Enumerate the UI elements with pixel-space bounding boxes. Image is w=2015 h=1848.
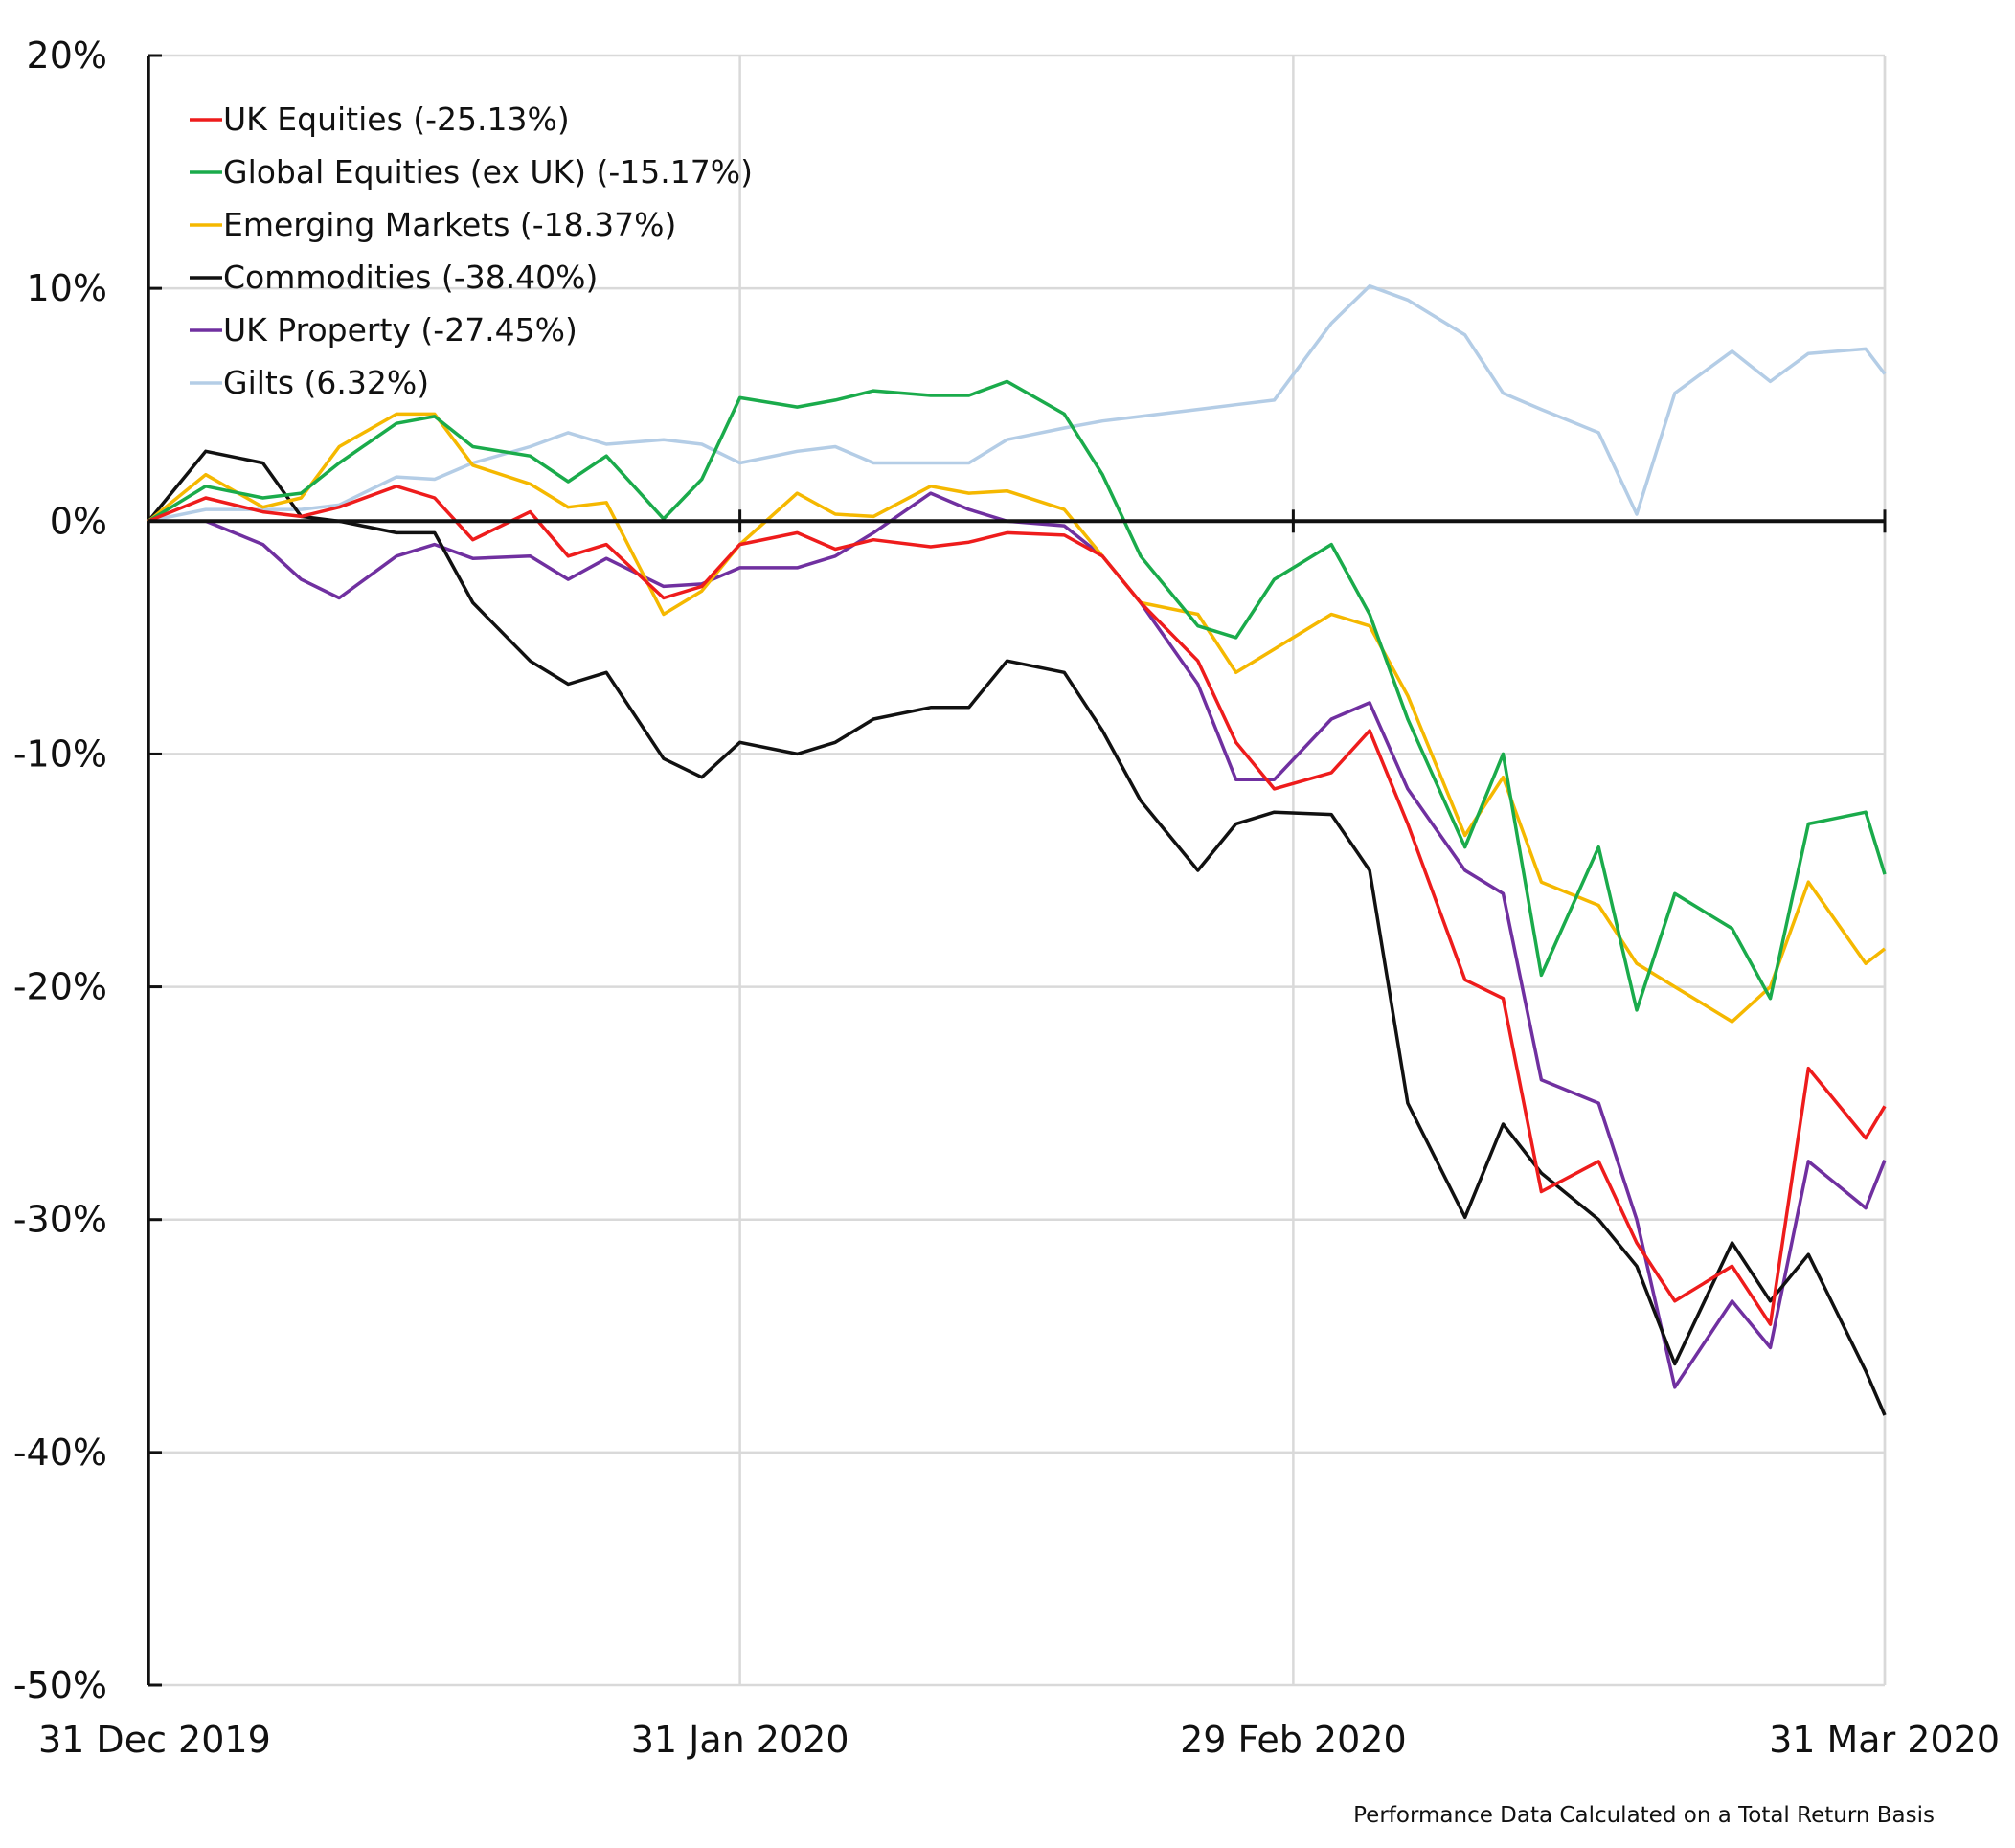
y-tick-label: -50%	[13, 1664, 107, 1706]
legend-label: UK Property (-27.45%)	[223, 311, 577, 349]
legend-label: Emerging Markets (-18.37%)	[223, 206, 676, 243]
grid	[148, 54, 1887, 1687]
axes: 20% 10% 0% -10% -20% -30% -40% -50% 31 Dec 2019 3…	[13, 34, 2000, 1761]
series-lines	[147, 283, 1887, 1416]
legend-label: UK Equities (-25.13%)	[223, 101, 570, 138]
y-tick-label: 10%	[27, 267, 107, 309]
footnote: Performance Data Calculated on a Total R…	[1353, 1803, 1935, 1828]
series-line-5	[147, 283, 1887, 524]
series-line-1	[147, 379, 1887, 1012]
y-tick-label: -40%	[13, 1431, 107, 1474]
legend-label: Commodities (-38.40%)	[223, 259, 598, 296]
y-tick-label: 0%	[50, 500, 107, 542]
x-tick-label: 31 Jan 2020	[631, 1719, 849, 1761]
y-tick-label: 20%	[27, 34, 107, 77]
y-tick-label: -10%	[13, 732, 107, 775]
legend-label: Global Equities (ex UK) (-15.17%)	[223, 153, 753, 191]
series-line-2	[147, 412, 1887, 1024]
x-tick-label: 31 Mar 2020	[1769, 1719, 2000, 1761]
x-tick-label: 31 Dec 2019	[38, 1719, 271, 1761]
x-tick-label: 29 Feb 2020	[1180, 1719, 1407, 1761]
legend-label: Gilts (6.32%)	[223, 364, 429, 401]
series-line-3	[147, 449, 1887, 1416]
series-line-0	[147, 485, 1887, 1326]
y-tick-label: -30%	[13, 1199, 107, 1241]
y-tick-label: -20%	[13, 966, 107, 1008]
legend: UK Equities (-25.13%) Global Equities (ex…	[190, 101, 753, 401]
series-line-4	[148, 491, 1887, 1389]
